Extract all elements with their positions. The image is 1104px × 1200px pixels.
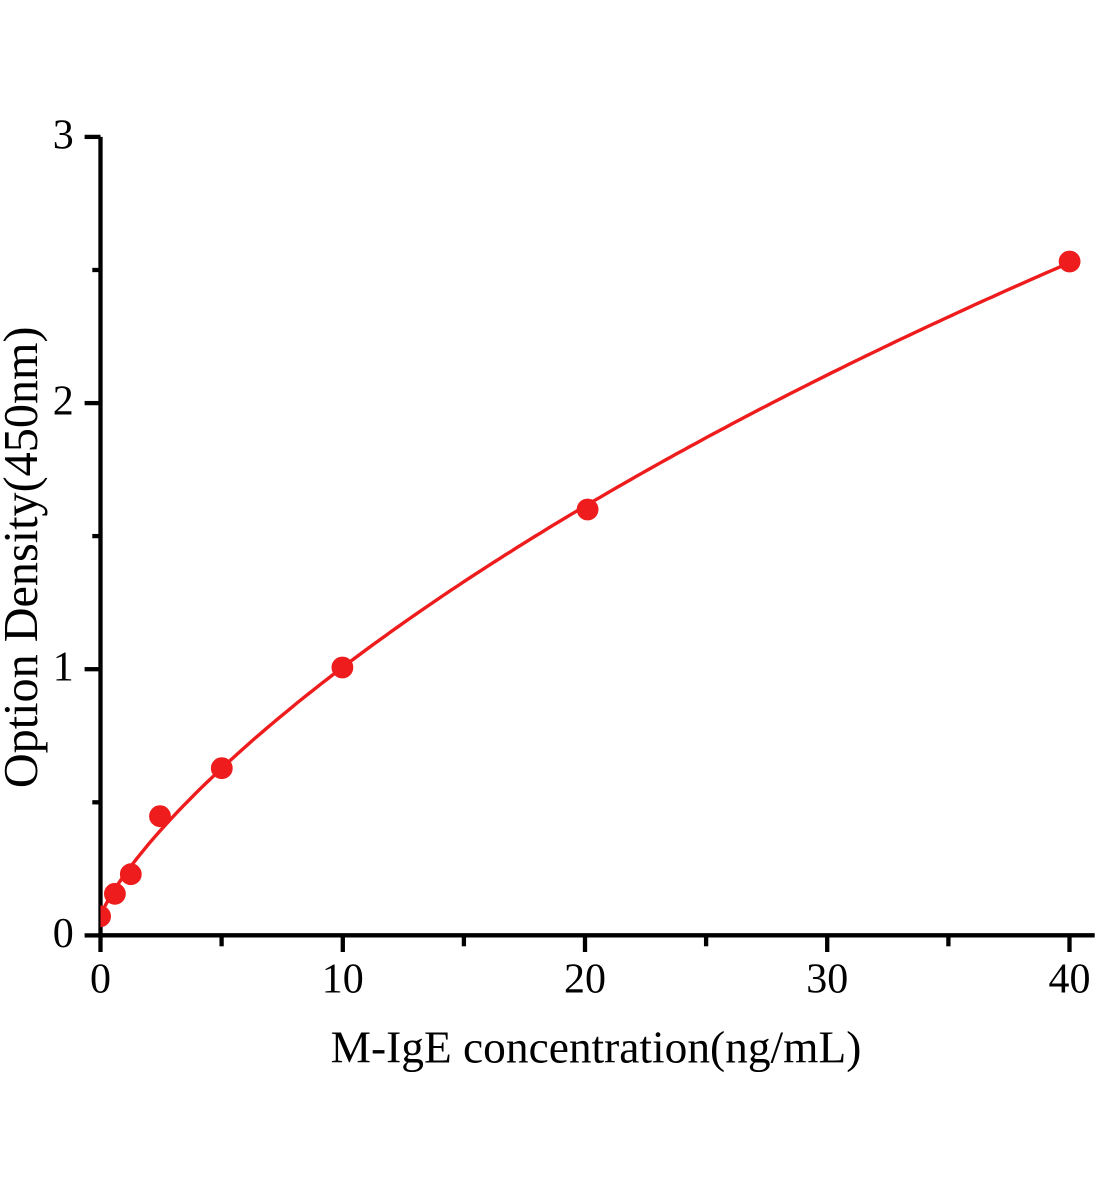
svg-text:3: 3 xyxy=(53,112,74,158)
svg-text:10: 10 xyxy=(322,957,364,1003)
svg-text:30: 30 xyxy=(806,957,848,1003)
svg-text:M-IgE concentration(ng/mL): M-IgE concentration(ng/mL) xyxy=(331,1023,862,1073)
svg-text:1: 1 xyxy=(53,645,74,691)
svg-text:0: 0 xyxy=(53,911,74,957)
svg-text:20: 20 xyxy=(564,957,606,1003)
svg-text:Option Density(450nm): Option Density(450nm) xyxy=(0,326,48,788)
svg-text:40: 40 xyxy=(1049,957,1091,1003)
svg-text:2: 2 xyxy=(53,379,74,425)
svg-text:0: 0 xyxy=(90,957,111,1003)
